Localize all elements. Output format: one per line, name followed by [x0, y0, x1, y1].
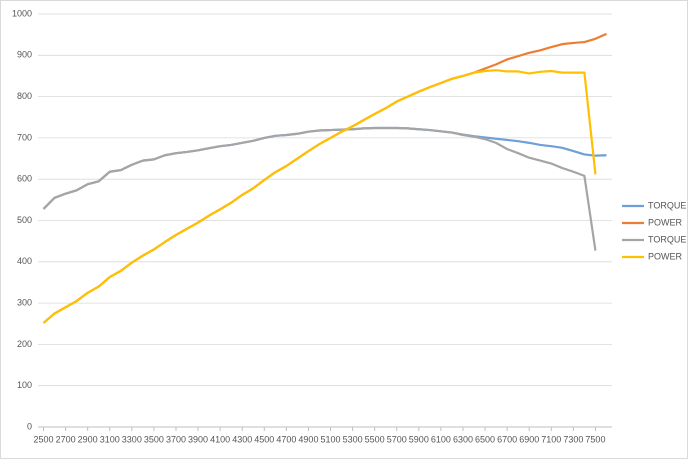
x-tick-label: 5900 [409, 434, 429, 444]
x-tick-label: 7100 [541, 434, 561, 444]
y-tick-label: 0 [27, 421, 32, 431]
y-tick-label: 100 [17, 380, 32, 390]
x-tick-label: 4100 [210, 434, 230, 444]
x-tick-label: 5100 [321, 434, 341, 444]
x-tick-label: 5500 [365, 434, 385, 444]
x-tick-label: 2500 [34, 434, 54, 444]
x-tick-label: 6900 [519, 434, 539, 444]
y-tick-label: 800 [17, 91, 32, 101]
x-tick-label: 2700 [56, 434, 76, 444]
x-tick-label: 3300 [122, 434, 142, 444]
x-tick-label: 7500 [585, 434, 605, 444]
x-tick-label: 4900 [298, 434, 318, 444]
legend-label: TORQUE [648, 234, 686, 244]
x-tick-label: 3700 [166, 434, 186, 444]
y-tick-label: 500 [17, 215, 32, 225]
x-tick-label: 4300 [232, 434, 252, 444]
x-tick-label: 6300 [453, 434, 473, 444]
legend-label: POWER [648, 217, 683, 227]
y-tick-label: 300 [17, 297, 32, 307]
y-tick-label: 600 [17, 174, 32, 184]
x-tick-label: 4500 [254, 434, 274, 444]
y-tick-label: 400 [17, 256, 32, 266]
legend-label: POWER [648, 251, 683, 261]
x-tick-label: 6100 [431, 434, 451, 444]
x-tick-label: 5700 [387, 434, 407, 444]
x-tick-label: 5300 [343, 434, 363, 444]
x-tick-label: 4700 [276, 434, 296, 444]
x-tick-label: 7300 [563, 434, 583, 444]
series-line [42, 126, 597, 251]
x-tick-label: 2900 [78, 434, 98, 444]
x-tick-label: 3100 [100, 434, 120, 444]
x-tick-label: 6700 [497, 434, 517, 444]
x-tick-label: 6500 [475, 434, 495, 444]
y-tick-label: 900 [17, 50, 32, 60]
legend-label: TORQUE [648, 200, 686, 210]
y-tick-label: 1000 [12, 8, 32, 18]
y-tick-label: 700 [17, 132, 32, 142]
series-line [42, 69, 597, 324]
x-tick-label: 3500 [144, 434, 164, 444]
x-tick-label: 3900 [188, 434, 208, 444]
y-tick-label: 200 [17, 339, 32, 349]
